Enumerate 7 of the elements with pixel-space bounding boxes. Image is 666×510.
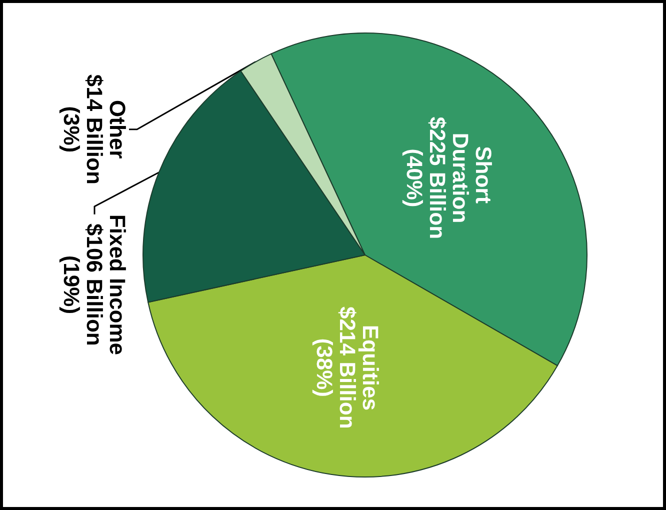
slice-label: Fixed Income <box>105 214 130 355</box>
slice-label: Short Duration <box>448 132 496 224</box>
data-label: $14 Billion (3%) <box>59 74 107 184</box>
slice-label: Other <box>105 100 130 160</box>
data-label: $106 Billion (19%) <box>59 224 107 346</box>
data-label: $225 Billion (40%) <box>402 116 450 240</box>
slice-label: Equities <box>358 324 384 410</box>
